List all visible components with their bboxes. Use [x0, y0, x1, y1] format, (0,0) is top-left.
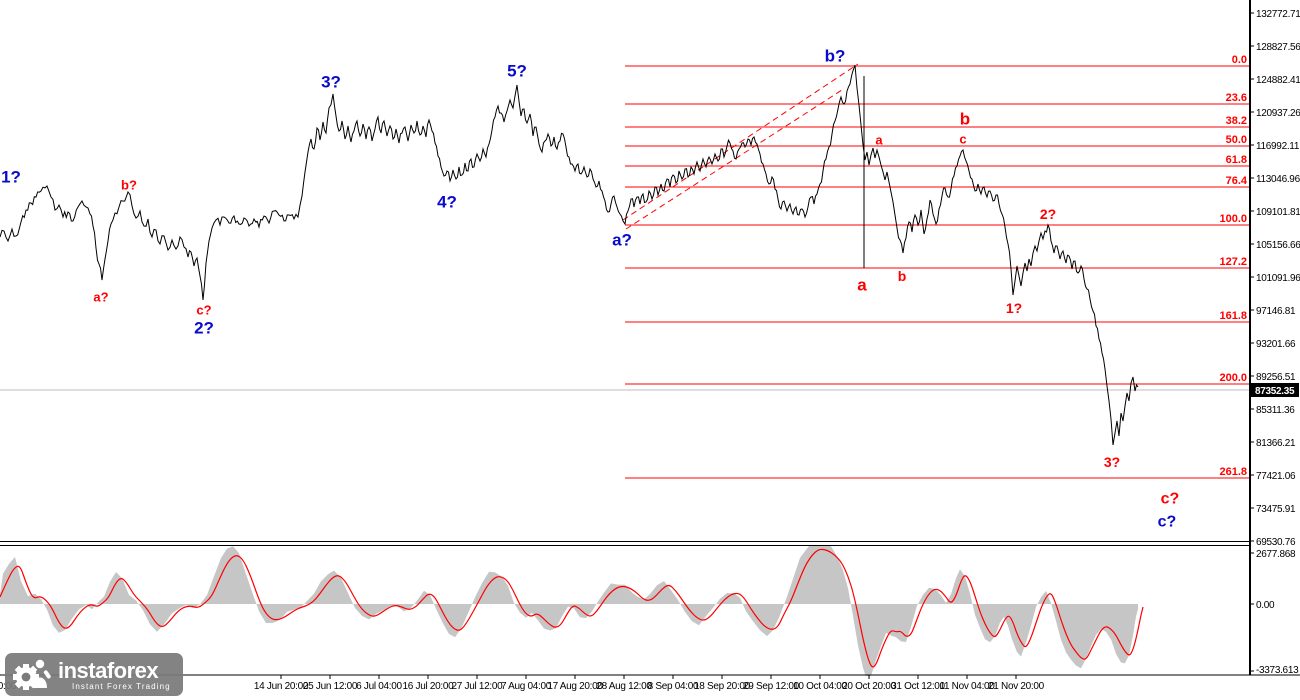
- price-axis-label: 116992.11: [1256, 141, 1300, 152]
- price-axis-label: 97146.81: [1256, 306, 1296, 317]
- time-axis-label: 18 Sep 20:00: [694, 681, 751, 692]
- price-axis-label: 81366.21: [1256, 438, 1296, 449]
- fib-label-100.0: 100.0: [1219, 213, 1247, 225]
- price-axis-label: 101091.96: [1256, 273, 1300, 284]
- time-axis-label: 16 Jul 20:00: [403, 681, 455, 692]
- price-axis-label: 124882.41: [1256, 75, 1300, 86]
- time-axis-label: 29 Sep 12:00: [743, 681, 800, 692]
- brand-name: instaforex: [58, 657, 159, 683]
- fib-label-200.0: 200.0: [1219, 372, 1247, 384]
- fib-label-23.6: 23.6: [1226, 92, 1247, 104]
- main-panel: [0, 63, 1250, 479]
- wave-label-a: a: [875, 133, 883, 148]
- wave-label-4q: 4?: [437, 193, 457, 212]
- price-axis-label: 93201.66: [1256, 339, 1296, 350]
- indicator-axis-label: -3373.613: [1256, 665, 1299, 676]
- price-axis-label: 89256.51: [1256, 372, 1296, 383]
- time-axis-label: 17 Aug 20:00: [547, 681, 603, 692]
- time-axis-label: 6 Jul 04:00: [356, 681, 402, 692]
- fib-label-127.2: 127.2: [1219, 256, 1247, 268]
- time-axis-label: 31 Oct 12:00: [891, 681, 945, 692]
- time-axis-label: 8 Sep 04:00: [648, 681, 699, 692]
- wave-label-aq: a?: [93, 290, 108, 305]
- wave-label-bq: b?: [121, 178, 137, 193]
- trend-dashed-line: [625, 89, 843, 230]
- oscillator-area: [0, 546, 1138, 676]
- price-axis-label: 120937.26: [1256, 108, 1300, 119]
- wave-label-bq: b?: [825, 47, 846, 66]
- time-axis-label: 25 Jun 12:00: [303, 681, 358, 692]
- fib-label-261.8: 261.8: [1219, 466, 1247, 478]
- oscillator-line: [0, 548, 1144, 668]
- price-line: [0, 64, 1139, 446]
- wave-label-a: a: [857, 276, 867, 295]
- time-axis-label: 28 Aug 12:00: [596, 681, 652, 692]
- indicator-axis-label: 2677.868: [1256, 549, 1296, 560]
- price-axis-label: 73475.91: [1256, 504, 1296, 515]
- time-axis-label: 27 Jul 12:00: [452, 681, 504, 692]
- fib-label-38.2: 38.2: [1226, 115, 1247, 127]
- wave-label-cq: c?: [1158, 514, 1177, 531]
- trend-dashed-line: [622, 63, 859, 221]
- indicator-axis-label: 0.00: [1256, 600, 1275, 611]
- fib-label-0.0: 0.0: [1232, 54, 1247, 66]
- instaforex-watermark: instaforex Instant Forex Trading: [5, 653, 183, 696]
- wave-label-1q: 1?: [1006, 300, 1022, 316]
- wave-label-1q: 1?: [1, 168, 21, 187]
- wave-label-c: c: [959, 132, 966, 147]
- wave-label-3q: 3?: [1104, 454, 1120, 470]
- fib-label-61.8: 61.8: [1226, 154, 1247, 166]
- fib-label-76.4: 76.4: [1226, 175, 1248, 187]
- price-axis-label: 128827.56: [1256, 42, 1300, 53]
- wave-label-3q: 3?: [321, 73, 341, 92]
- price-axis-label: 85311.36: [1256, 405, 1295, 416]
- time-axis-label: 11 Nov 04:00: [939, 681, 995, 692]
- indicator-panel: [0, 546, 1144, 676]
- wave-label-cq: c?: [196, 303, 211, 318]
- time-axis-label: 20 Oct 20:00: [842, 681, 896, 692]
- watermark-text: instaforex Instant Forex Trading: [58, 657, 171, 691]
- price-axis-label: 105156.66: [1256, 240, 1300, 251]
- fib-label-50.0: 50.0: [1226, 134, 1247, 146]
- price-axis-label: 69530.76: [1256, 537, 1296, 548]
- time-axis-label: 14 Jun 20:00: [254, 681, 309, 692]
- wave-label-aq: a?: [612, 231, 632, 250]
- current-price-badge: [1251, 383, 1299, 397]
- time-axis-label: 7 Aug 04:00: [501, 681, 552, 692]
- time-axis-label: 10 Oct 04:00: [793, 681, 847, 692]
- price-axis-label: 109101.81: [1256, 207, 1300, 218]
- wave-label-2q: 2?: [194, 319, 214, 338]
- current-price-value: 87352.35: [1255, 386, 1295, 397]
- wave-label-2q: 2?: [1040, 206, 1056, 222]
- wave-label-b: b: [898, 268, 907, 284]
- wave-label-cq: c?: [1161, 491, 1180, 508]
- instaforex-gear-logo-icon: [13, 659, 51, 690]
- price-axis-label: 132772.71: [1256, 9, 1300, 20]
- price-axis-label: 113046.96: [1256, 174, 1300, 185]
- wave-label-5q: 5?: [507, 62, 527, 81]
- wave-label-b: b: [960, 110, 970, 129]
- fib-label-161.8: 161.8: [1219, 310, 1247, 322]
- time-axis-label: 21 Nov 20:00: [988, 681, 1045, 692]
- brand-tagline: Instant Forex Trading: [72, 681, 171, 691]
- price-axis-label: 77421.06: [1256, 471, 1296, 482]
